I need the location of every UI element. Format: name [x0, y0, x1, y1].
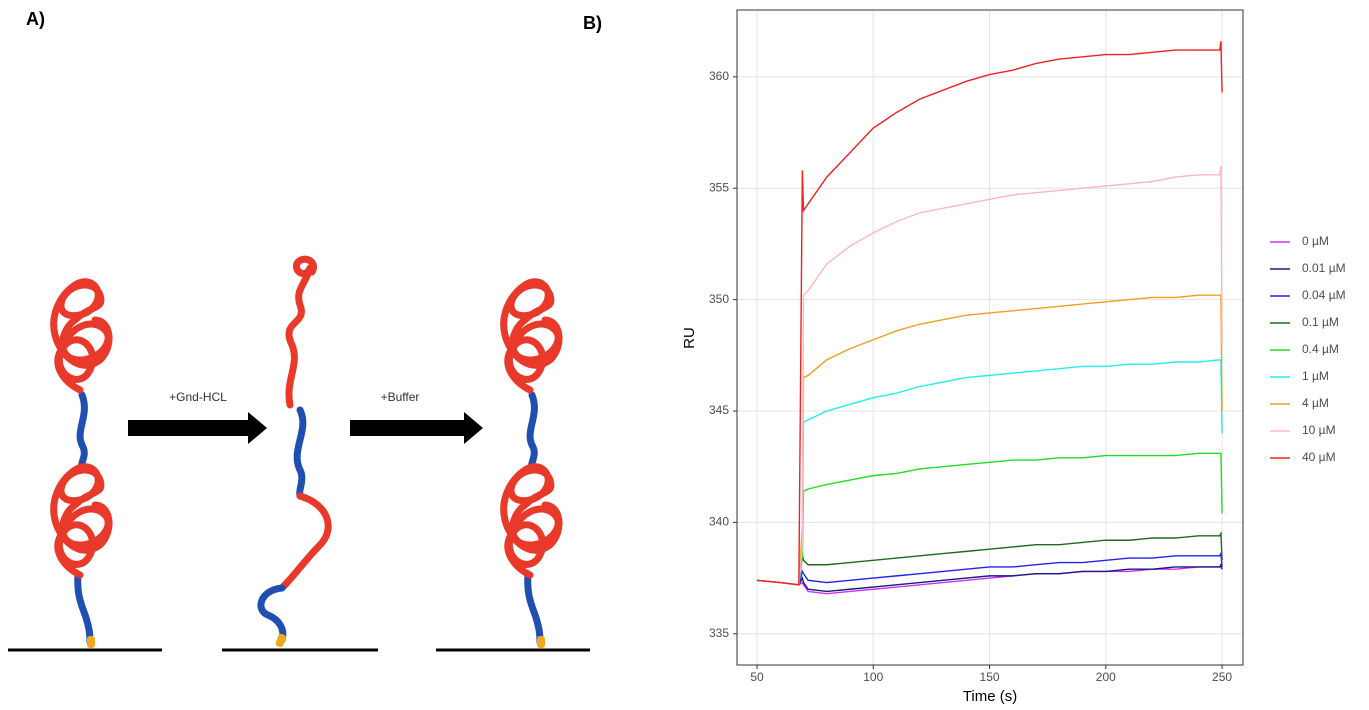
linker [524, 571, 544, 646]
x-tick-label: 50 [750, 670, 764, 684]
anchor [275, 633, 286, 648]
legend-label: 0 µM [1302, 234, 1329, 248]
arrow [128, 412, 267, 444]
x-tick-label: 200 [1096, 670, 1116, 684]
y-tick-label: 345 [709, 403, 729, 417]
x-tick-label: 100 [863, 670, 883, 684]
y-axis-label: RU [681, 327, 698, 349]
chart: 335 340 345 350 355 360 50 100 150 200 250 0 µM 0.01… [709, 10, 1346, 684]
step-label: +Buffer [381, 390, 420, 404]
diagram: A) +Gnd-HCL +Buffer [8, 9, 590, 652]
y-tick-label: 340 [709, 515, 729, 529]
linker [526, 391, 538, 472]
unfolded-domain [278, 492, 332, 592]
y-tick-label: 355 [709, 180, 729, 194]
series-line [756, 562, 1223, 593]
anchor [537, 636, 545, 648]
folded-domain [504, 467, 559, 575]
legend-label: 40 µM [1302, 450, 1336, 464]
series-line [756, 165, 1223, 586]
y-tick-label: 360 [709, 69, 729, 83]
series-line [756, 359, 1223, 586]
series-line [756, 41, 1223, 586]
x-tick-label: 150 [980, 670, 1000, 684]
legend-label: 10 µM [1302, 423, 1336, 437]
linker [257, 584, 287, 644]
legend-label: 0.1 µM [1302, 315, 1339, 329]
anchor [87, 636, 95, 648]
series-line [756, 530, 1223, 586]
y-tick-label: 350 [709, 292, 729, 306]
plot-border [736, 9, 1244, 666]
x-axis-label: Time (s) [963, 688, 1017, 705]
series-line [756, 452, 1223, 586]
y-tick-label: 335 [709, 626, 729, 640]
panel-label: B) [583, 13, 602, 33]
legend-label: 0.04 µM [1302, 288, 1346, 302]
legend-label: 0.01 µM [1302, 261, 1346, 275]
folded-domain [54, 467, 109, 575]
step-label: +Gnd-HCL [169, 390, 227, 404]
folded-domain [54, 282, 109, 390]
legend-label: 0.4 µM [1302, 342, 1339, 356]
series-line [756, 294, 1223, 586]
arrow [350, 412, 483, 444]
panel-label: A) [26, 9, 45, 29]
linker [76, 391, 88, 472]
unfolded-domain [285, 255, 317, 409]
legend-label: 4 µM [1302, 396, 1329, 410]
linker [74, 571, 94, 646]
linker [293, 406, 307, 500]
series-line [756, 551, 1223, 586]
x-tick-label: 250 [1212, 670, 1232, 684]
series-line [756, 566, 1223, 595]
folded-domain [504, 282, 559, 390]
legend-label: 1 µM [1302, 369, 1329, 383]
